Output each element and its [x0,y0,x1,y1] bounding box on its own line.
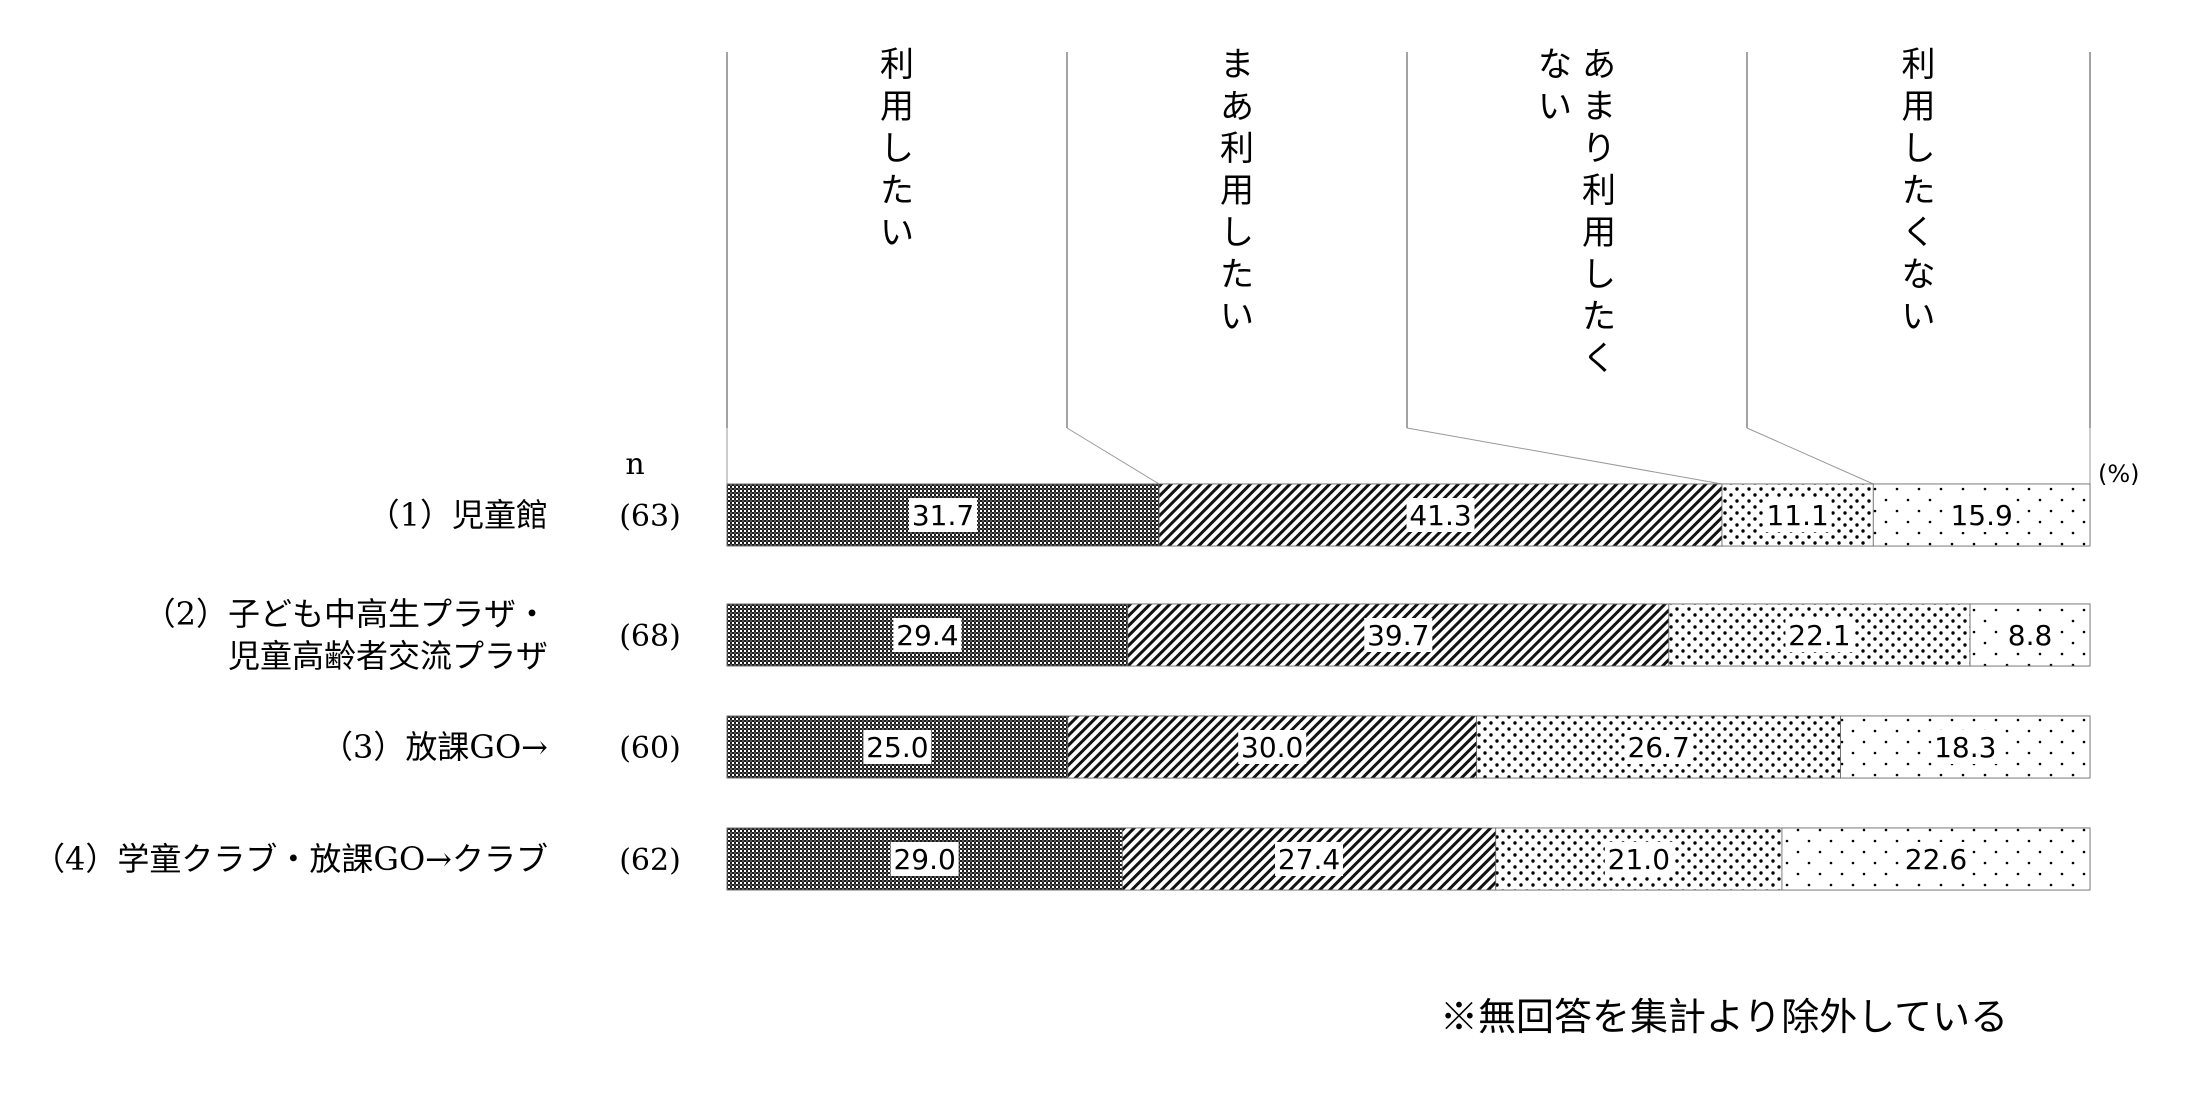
header-connector-line [1746,427,1874,485]
data-label-bg [1763,498,1832,532]
legend-header-char: あ [1582,45,1616,85]
data-label: 30.0 [1241,731,1303,764]
legend-header-char: い [1538,87,1572,127]
data-label-bg [863,730,932,764]
category-label: （4）学童クラブ・放課GO→クラブ [33,840,548,878]
legend-header-char: し [1582,255,1616,295]
data-label-bg [1785,618,1854,652]
legend-header-char: ま [1220,45,1254,85]
legend-header-char: 利 [1582,171,1616,211]
data-label-bg [1406,498,1475,532]
legend-header-char: 利 [880,45,914,85]
data-label-bg [893,618,962,652]
data-label: 27.4 [1278,843,1340,876]
data-label: 25.0 [866,731,928,764]
legend-header-char: 用 [1902,87,1936,127]
data-label: 29.4 [896,619,958,652]
data-label: 29.0 [893,843,955,876]
n-value: (68) [619,619,681,654]
category-label: 児童高齢者交流プラザ [228,637,548,675]
legend-header-char: し [1902,129,1936,169]
legend-header-char: り [1582,129,1616,169]
legend-header-char: 利 [1902,45,1936,85]
data-label: 22.6 [1905,843,1967,876]
legend-header-char: ま [1582,87,1616,127]
legend-header-char: た [1220,255,1254,295]
data-label-bg [1624,730,1693,764]
data-label-bg [1931,730,2000,764]
category-label: （3）放課GO→ [321,728,548,766]
data-label-bg [1604,842,1673,876]
data-label: 11.1 [1766,499,1828,532]
n-value: (60) [619,731,681,766]
data-label-bg [909,498,978,532]
data-label-bg [2003,618,2057,652]
legend-header-char: い [1220,297,1254,337]
data-label: 21.0 [1608,843,1670,876]
data-label: 39.7 [1367,619,1429,652]
data-label: 15.9 [1950,499,2012,532]
data-label-bg [1275,842,1344,876]
legend-header-char: く [1582,339,1616,379]
data-label: 18.3 [1934,731,1996,764]
legend-header-char: い [880,213,914,253]
legend-header-char: あ [1220,87,1254,127]
data-label: 8.8 [2008,619,2053,652]
n-value: (63) [619,499,681,534]
legend-header-char: く [1902,213,1936,253]
legend-header-char: た [1902,171,1936,211]
data-label: 26.7 [1627,731,1689,764]
category-label: （2）子ども中高生プラザ・ [144,595,548,633]
n-value: (62) [619,843,681,878]
data-label-bg [1901,842,1970,876]
legend-header-char: い [1902,297,1936,337]
unit-label: (%) [2098,460,2140,488]
n-header: n [625,447,644,482]
legend-header-char: 用 [1582,213,1616,253]
header-connector-line [1406,427,1723,485]
legend-header-char: 用 [880,87,914,127]
data-label-bg [1364,618,1433,652]
footnote: ※無回答を集計より除外している [1440,995,2009,1039]
data-label-bg [1947,498,2016,532]
data-label-bg [1238,730,1307,764]
legend-header-char: し [880,129,914,169]
data-label: 41.3 [1409,499,1471,532]
header-connector-line [1066,427,1160,485]
legend-header-char: た [1582,297,1616,337]
legend-header-char: 用 [1220,171,1254,211]
category-label: （1）児童館 [368,496,548,534]
data-label: 22.1 [1788,619,1850,652]
data-label-bg [890,842,959,876]
data-label: 31.7 [912,499,974,532]
legend-header-char: な [1902,255,1936,295]
legend-header-char: 利 [1220,129,1254,169]
legend-header-char: な [1538,45,1572,85]
legend-header-char: し [1220,213,1254,253]
legend-header-char: た [880,171,914,211]
